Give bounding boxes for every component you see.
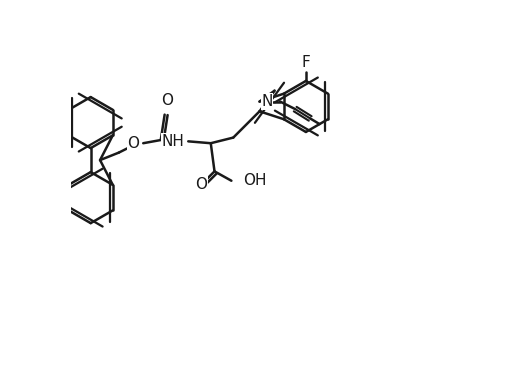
Text: O: O — [127, 136, 139, 151]
Text: OH: OH — [242, 173, 266, 188]
Text: O: O — [162, 93, 174, 108]
Text: NH: NH — [162, 134, 184, 149]
Text: O: O — [195, 177, 207, 192]
Text: F: F — [301, 55, 310, 70]
Text: N: N — [262, 94, 273, 109]
